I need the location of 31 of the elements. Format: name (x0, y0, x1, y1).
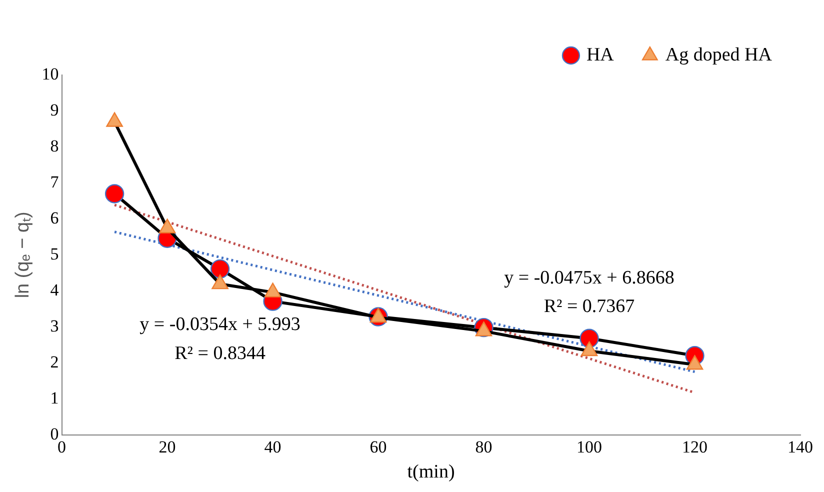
legend-label: Ag doped HA (665, 44, 772, 66)
point (158, 218, 176, 234)
y-tick-label: 6 (50, 208, 59, 228)
point (580, 328, 599, 348)
annotation: R² = 0.8344 (174, 342, 266, 364)
y-tick-label: 10 (42, 64, 59, 84)
y-tick-label: 9 (50, 100, 59, 120)
y-tick-label: 5 (50, 244, 59, 264)
x-tick-label: 40 (264, 437, 282, 456)
y-tick-label: 1 (50, 388, 59, 408)
x-axis-title: t(min) (407, 462, 455, 483)
y-tick-label: 8 (50, 136, 59, 156)
annotation: y = -0.0354x + 5.993 (140, 314, 300, 336)
y-tick-label: 7 (50, 172, 60, 192)
y-tick-label: 2 (50, 352, 59, 372)
x-tick-label: 140 (788, 437, 813, 456)
x-tick-label: 20 (158, 437, 176, 456)
annotation: y = -0.0475x + 6.8668 (504, 267, 674, 288)
point (106, 112, 123, 127)
y-tick-label: 4 (50, 280, 60, 300)
x-tick-label: 100 (576, 437, 602, 456)
x-tick-label: 80 (475, 437, 492, 456)
annotation: R² = 0.7367 (544, 296, 635, 318)
point (104, 184, 124, 204)
x-tick-label: 120 (682, 437, 708, 456)
point (210, 259, 230, 279)
x-tick-label: 60 (370, 437, 387, 456)
y-tick-label: 0 (50, 424, 59, 444)
legend-label: HA (586, 44, 614, 66)
y-axis-title: ln (qₑ − qₜ) (12, 212, 34, 298)
y-tick-label: 3 (50, 316, 59, 336)
